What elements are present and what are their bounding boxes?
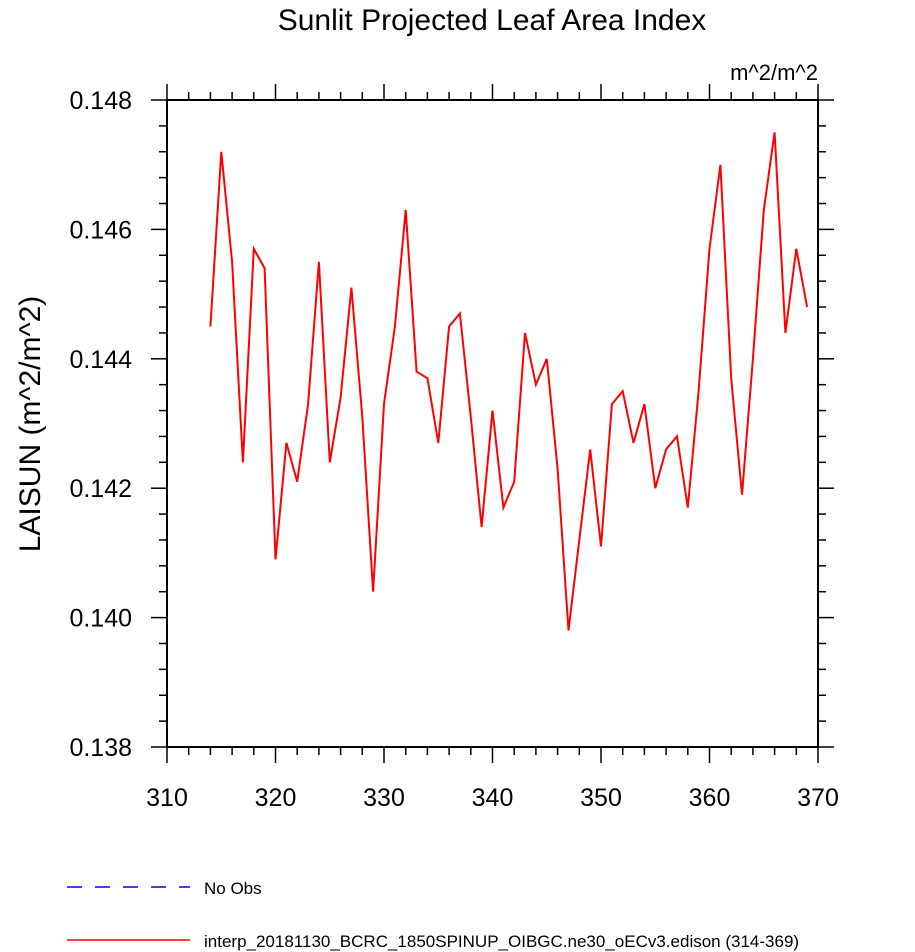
units-label: m^2/m^2 [730, 60, 818, 85]
x-tick-label: 350 [580, 784, 622, 812]
x-tick-label: 360 [689, 784, 731, 812]
series-group [209, 132, 809, 631]
y-axis-label: LAISUN (m^2/m^2) [14, 296, 47, 553]
x-tick-label: 330 [363, 784, 405, 812]
y-tick-label: 0.140 [69, 605, 132, 633]
chart-title: Sunlit Projected Leaf Area Index [278, 4, 707, 37]
legend: No Obs interp_20181130_BCRC_1850SPINUP_O… [67, 879, 799, 951]
x-tick-label: 310 [146, 784, 188, 812]
y-tick-label: 0.142 [69, 475, 132, 503]
axis-ticks [151, 84, 834, 763]
series-line [209, 132, 809, 631]
legend-label-no-obs: No Obs [204, 879, 262, 898]
x-tick-label: 340 [472, 784, 514, 812]
y-tick-label: 0.144 [69, 346, 132, 374]
y-tick-label: 0.146 [69, 216, 132, 244]
legend-label-model: interp_20181130_BCRC_1850SPINUP_OIBGC.ne… [204, 932, 799, 951]
x-tick-label: 370 [797, 784, 839, 812]
y-tick-label: 0.148 [69, 87, 132, 115]
x-tick-label: 320 [255, 784, 297, 812]
y-tick-label: 0.138 [69, 734, 132, 762]
plot-frame [166, 99, 819, 748]
tick-labels: 310 320 330 340 350 360 370 0.138 0.140 0.142 0.14… [69, 87, 838, 812]
